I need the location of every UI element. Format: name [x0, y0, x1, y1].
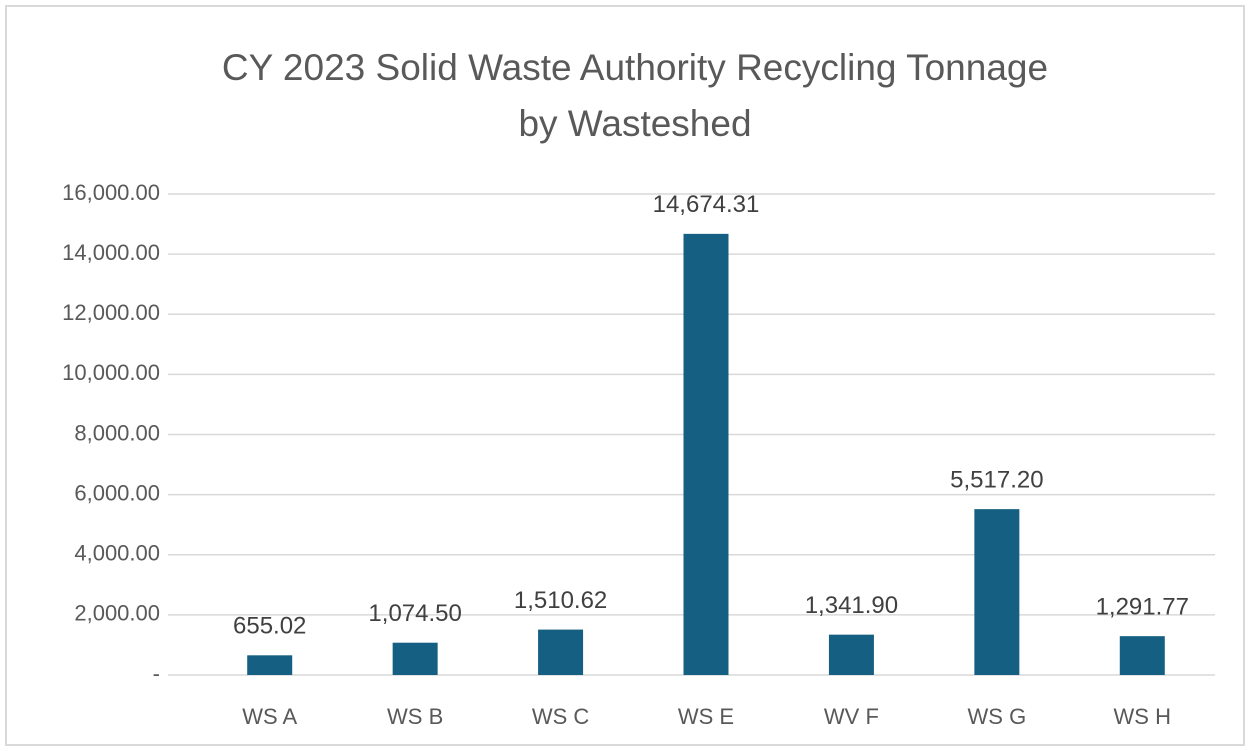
bar — [974, 509, 1020, 675]
y-tick-label: 14,000.00 — [62, 240, 160, 265]
bar — [392, 642, 438, 675]
y-tick-label: 6,000.00 — [74, 480, 160, 505]
bar — [538, 629, 584, 675]
y-tick-label: 10,000.00 — [62, 360, 160, 385]
bar — [828, 634, 874, 675]
x-tick-label: WV F — [824, 704, 879, 729]
x-tick-label: WS G — [968, 704, 1027, 729]
data-label: 655.02 — [233, 613, 306, 640]
y-tick-label: - — [153, 661, 160, 686]
y-tick-label: 4,000.00 — [74, 541, 160, 566]
y-tick-label: 16,000.00 — [62, 180, 160, 205]
bar — [683, 233, 729, 675]
data-label: 1,510.62 — [514, 587, 607, 614]
y-tick-label: 2,000.00 — [74, 601, 160, 626]
chart-title: CY 2023 Solid Waste Authority Recycling … — [222, 47, 1048, 88]
bar — [247, 655, 293, 675]
data-label: 1,074.50 — [368, 600, 461, 627]
data-label: 1,341.90 — [805, 592, 898, 619]
data-label: 14,674.31 — [653, 191, 760, 218]
data-label: 1,291.77 — [1096, 594, 1189, 621]
chart-subtitle: by Wasteshed — [518, 103, 751, 144]
x-tick-label: WS C — [532, 704, 590, 729]
y-tick-label: 8,000.00 — [74, 420, 160, 445]
x-tick-label: WS A — [242, 704, 297, 729]
x-tick-label: WS E — [678, 704, 734, 729]
bar — [1119, 636, 1165, 675]
x-tick-label: WS B — [387, 704, 443, 729]
data-label: 5,517.20 — [950, 466, 1043, 493]
chart-border — [5, 5, 1245, 746]
x-tick-label: WS H — [1114, 704, 1171, 729]
y-tick-label: 12,000.00 — [62, 300, 160, 325]
